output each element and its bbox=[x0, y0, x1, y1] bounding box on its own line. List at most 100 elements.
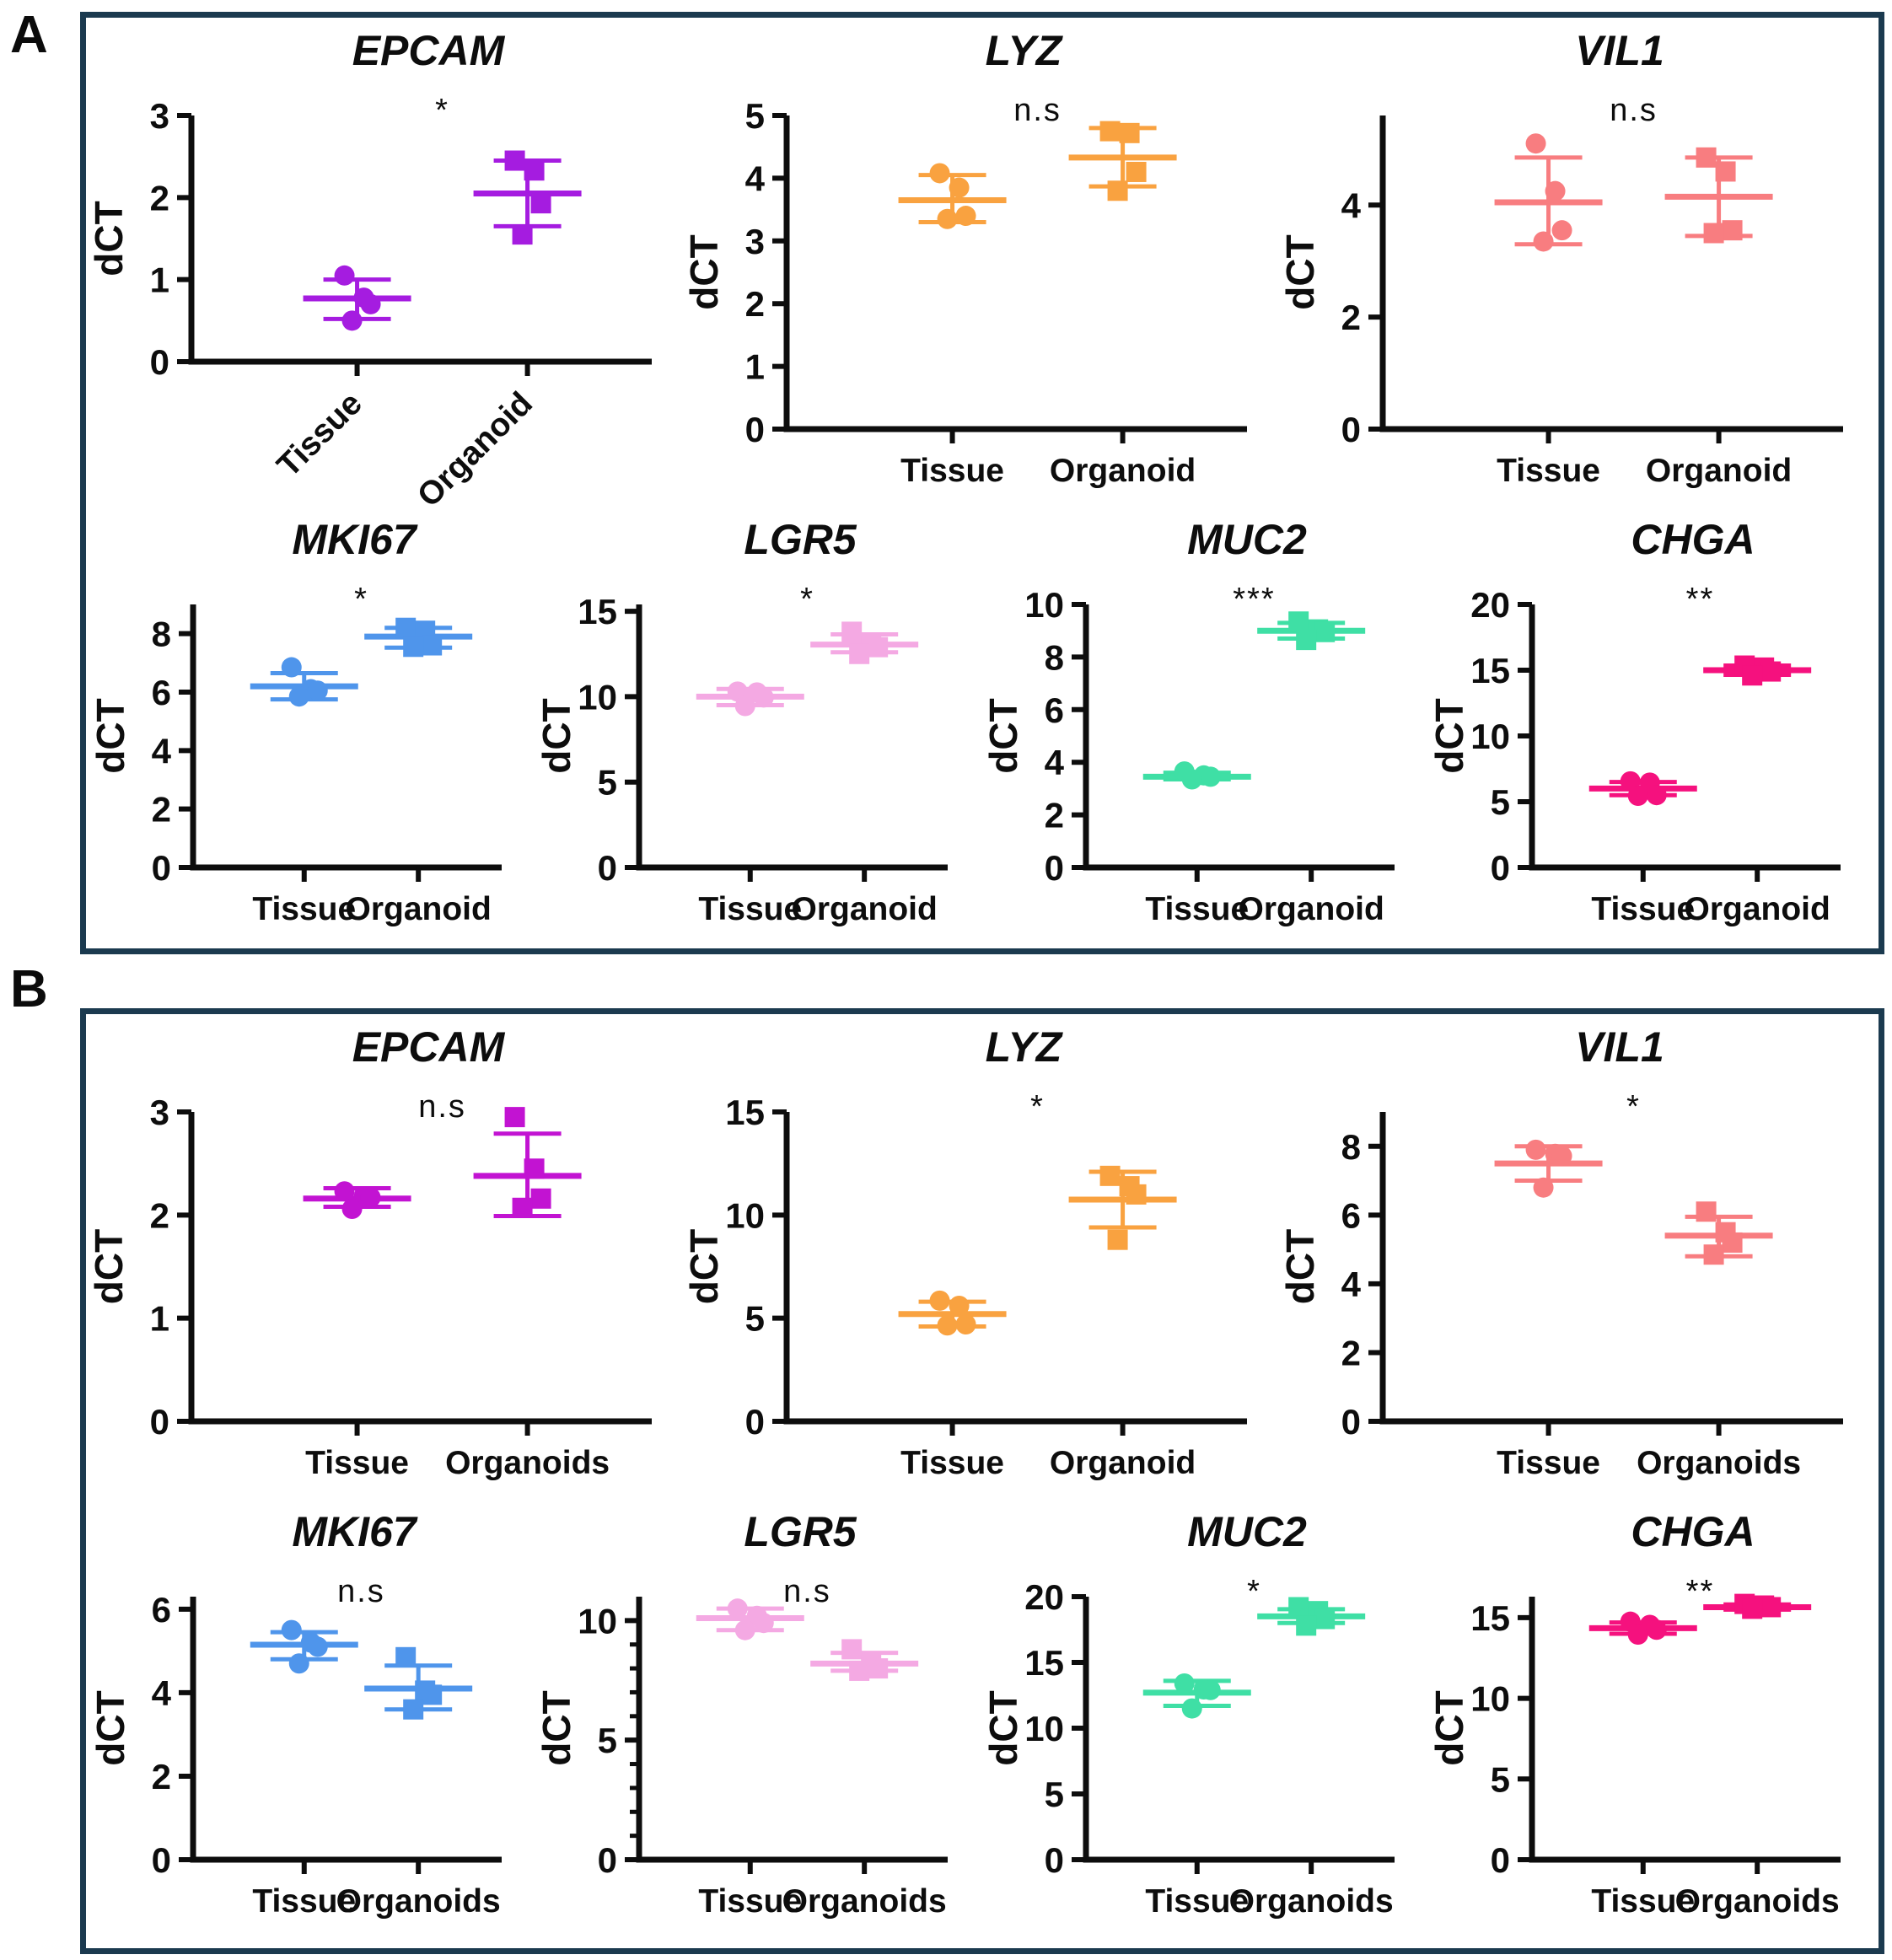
y-axis-label: dCT bbox=[986, 1690, 1025, 1765]
data-point bbox=[288, 1653, 309, 1674]
y-tick-label: 0 bbox=[152, 848, 171, 888]
y-tick-label: 0 bbox=[1490, 1840, 1509, 1880]
y-tick-label: 4 bbox=[1341, 185, 1361, 225]
data-point bbox=[504, 1107, 525, 1128]
data-point bbox=[937, 1315, 958, 1336]
y-tick-label: 20 bbox=[1470, 585, 1510, 625]
data-point bbox=[334, 1181, 355, 1202]
data-point bbox=[1314, 621, 1335, 642]
y-tick-label: 5 bbox=[745, 96, 765, 136]
data-point bbox=[1760, 1597, 1781, 1618]
x-category-label: Tissue bbox=[1497, 453, 1600, 489]
panel-label-a: A bbox=[10, 6, 48, 64]
scatter-plot-svg: VIL1 * 0 2 4 6 8 dCT Tissue Organoids bbox=[1283, 1023, 1843, 1481]
x-category-label: Organoids bbox=[1674, 1883, 1839, 1920]
data-point bbox=[1646, 785, 1667, 806]
data-point bbox=[1533, 1177, 1554, 1198]
data-point bbox=[754, 687, 775, 708]
data-point bbox=[360, 1187, 381, 1208]
y-axis-label: dCT bbox=[92, 1229, 131, 1304]
y-axis-label: dCT bbox=[986, 698, 1025, 773]
y-axis-label: dCT bbox=[94, 1690, 132, 1765]
data-point bbox=[1525, 1139, 1546, 1160]
data-point bbox=[1696, 1201, 1717, 1222]
data-point bbox=[1741, 1598, 1762, 1619]
plot-a-mki67: MKI67 * 0 2 4 6 8 dCT Tissue Organoid bbox=[94, 510, 532, 948]
data-point bbox=[1715, 161, 1736, 182]
data-point bbox=[1126, 161, 1147, 182]
y-tick-label: 10 bbox=[1470, 1679, 1510, 1719]
significance-label: n.s bbox=[1013, 93, 1062, 128]
data-point bbox=[1627, 785, 1648, 806]
plot-a-lyz: LYZ n.s 0 1 2 3 4 5 dCT Tissue Organoid bbox=[687, 21, 1277, 510]
x-category-label: Tissue bbox=[253, 1883, 357, 1920]
panel-a-bottom-row: MKI67 * 0 2 4 6 8 dCT Tissue Organoid LGR5 * 0 5 10 15… bbox=[86, 510, 1879, 948]
scatter-plot-svg: LYZ * 0 5 10 15 dCT Tissue Organoid bbox=[687, 1023, 1247, 1481]
gene-title: LYZ bbox=[986, 1023, 1064, 1071]
data-point bbox=[403, 1699, 424, 1720]
panel-label-b: B bbox=[10, 960, 48, 1018]
plot-a-vil1: VIL1 n.s 0 2 4 dCT Tissue Organoid bbox=[1283, 21, 1873, 510]
y-tick-label: 0 bbox=[149, 1402, 169, 1442]
data-point bbox=[1722, 220, 1743, 241]
y-tick-label: 1 bbox=[149, 260, 169, 300]
y-tick-label: 2 bbox=[149, 178, 169, 217]
significance-label: *** bbox=[1233, 582, 1275, 617]
y-tick-label: 2 bbox=[1341, 1333, 1360, 1372]
y-tick-label: 4 bbox=[152, 1673, 172, 1713]
y-tick-label: 0 bbox=[745, 1402, 765, 1442]
data-point bbox=[728, 1598, 749, 1619]
y-tick-label: 0 bbox=[598, 848, 617, 888]
panel-b-box: EPCAM n.s 0 1 2 3 dCT Tissue Organoids LYZ * 0 5 10 1… bbox=[80, 1008, 1884, 1954]
data-point bbox=[524, 1158, 545, 1179]
y-tick-label: 3 bbox=[149, 96, 169, 136]
data-point bbox=[955, 1314, 976, 1335]
x-category-label: Tissue bbox=[1497, 1445, 1600, 1481]
significance-label: * bbox=[354, 582, 368, 617]
data-point bbox=[1181, 1698, 1202, 1719]
data-point bbox=[1287, 611, 1309, 632]
significance-label: n.s bbox=[418, 1089, 466, 1125]
data-point bbox=[841, 1639, 863, 1660]
data-point bbox=[395, 617, 417, 638]
y-tick-label: 4 bbox=[745, 158, 766, 198]
data-point bbox=[1119, 122, 1140, 143]
y-tick-label: 0 bbox=[1044, 848, 1063, 888]
gene-title: EPCAM bbox=[352, 27, 505, 74]
data-point bbox=[512, 224, 533, 245]
x-category-label: Tissue bbox=[270, 385, 368, 484]
y-tick-label: 10 bbox=[578, 1601, 618, 1640]
x-category-label: Organoid bbox=[1050, 1445, 1196, 1481]
y-tick-label: 4 bbox=[1341, 1265, 1361, 1304]
y-tick-label: 8 bbox=[152, 615, 171, 654]
y-tick-label: 0 bbox=[598, 1840, 617, 1880]
data-point bbox=[1696, 147, 1717, 168]
data-point bbox=[1099, 1165, 1121, 1186]
y-tick-label: 2 bbox=[149, 1195, 169, 1235]
y-axis-label: dCT bbox=[540, 1690, 578, 1765]
data-point bbox=[504, 150, 525, 171]
panel-b-bottom-row: MKI67 n.s 0 2 4 6 dCT Tissue Organoids LGR5 n.s 0 5… bbox=[86, 1502, 1879, 1941]
gene-title: LGR5 bbox=[744, 516, 858, 563]
data-point bbox=[929, 163, 950, 184]
data-point bbox=[868, 636, 889, 658]
plot-b-mki67: MKI67 n.s 0 2 4 6 dCT Tissue Organoids bbox=[94, 1502, 532, 1941]
gene-title: CHGA bbox=[1631, 516, 1755, 563]
data-point bbox=[754, 1613, 775, 1634]
y-tick-label: 5 bbox=[1490, 1759, 1509, 1799]
data-point bbox=[334, 265, 355, 286]
plot-b-lyz: LYZ * 0 5 10 15 dCT Tissue Organoid bbox=[687, 1018, 1277, 1502]
data-point bbox=[955, 206, 976, 227]
data-point bbox=[512, 1197, 533, 1218]
y-tick-label: 6 bbox=[152, 673, 171, 712]
plot-b-muc2: MUC2 * 0 5 10 15 20 dCT Tissue Organoids bbox=[986, 1502, 1425, 1941]
y-axis-label: dCT bbox=[92, 201, 131, 276]
panel-b-top-row: EPCAM n.s 0 1 2 3 dCT Tissue Organoids LYZ * 0 5 10 1… bbox=[86, 1018, 1879, 1502]
gene-title: LGR5 bbox=[744, 1508, 858, 1555]
y-tick-label: 5 bbox=[745, 1299, 765, 1339]
